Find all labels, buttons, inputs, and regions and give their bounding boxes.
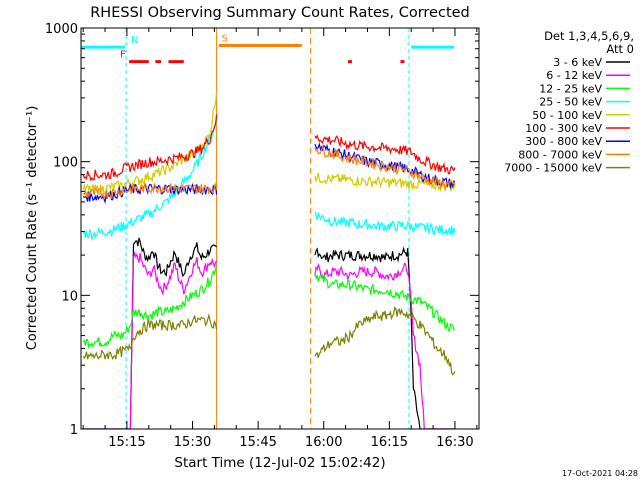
y-tick-label-3: 1000 (45, 22, 78, 37)
y-tick-label-0: 1 (70, 423, 78, 438)
series-line-7 (82, 144, 456, 200)
series-line-5 (82, 114, 456, 182)
footer-timestamp: 17-Oct-2021 04:28 (562, 469, 638, 478)
saa-label: S (222, 33, 228, 44)
legend-label-5: 100 - 300 keV (525, 122, 602, 135)
series-layer (82, 92, 456, 429)
x-tick-label-2: 15:45 (239, 435, 276, 450)
x-tick-label-3: 16:00 (305, 435, 342, 450)
legend-label-6: 300 - 800 keV (525, 135, 602, 148)
legend-label-1: 6 - 12 keV (546, 69, 602, 82)
legend-label-3: 25 - 50 keV (539, 96, 602, 109)
y-tick-label-1: 10 (61, 289, 78, 304)
legend-label-7: 800 - 7000 keV (518, 148, 602, 161)
series-line-8 (82, 306, 456, 376)
flare-label: F (120, 50, 126, 61)
x-axis: 15:15 15:30 15:45 16:00 16:15 16:30 (82, 28, 478, 450)
night-label: N (131, 35, 138, 46)
flare-dot-1 (400, 60, 405, 64)
y-axis: 1 10 100 1000 (45, 22, 479, 438)
series-line-3 (82, 121, 456, 242)
series-line-0 (83, 237, 455, 429)
legend-header-line-2: Att 0 (606, 42, 634, 56)
legend-label-2: 12 - 25 keV (539, 82, 602, 95)
series-line-1 (83, 250, 455, 429)
legend-label-4: 50 - 100 keV (532, 109, 602, 122)
x-tick-label-4: 16:15 (371, 435, 408, 450)
legend-label-0: 3 - 6 keV (553, 56, 602, 69)
legend-header-line-1: Det 1,3,4,5,6,9, (544, 29, 634, 43)
x-tick-label-1: 15:30 (174, 435, 211, 450)
legend-label-8: 7000 - 15000 keV (504, 162, 602, 175)
annotation-layer: NF S (81, 28, 455, 429)
x-tick-label-5: 16:30 (436, 435, 473, 450)
chart-title: RHESSI Observing Summary Count Rates, Co… (90, 5, 470, 21)
x-axis-label: Start Time (12-Jul-02 15:02:42) (174, 455, 385, 471)
y-tick-label-2: 100 (53, 156, 78, 171)
flare-dot-0 (347, 60, 352, 64)
y-axis-label: Corrected Count Rate (s⁻¹ detector⁻¹) (25, 106, 40, 351)
x-tick-label-0: 15:15 (108, 435, 145, 450)
series-line-2 (82, 264, 455, 350)
